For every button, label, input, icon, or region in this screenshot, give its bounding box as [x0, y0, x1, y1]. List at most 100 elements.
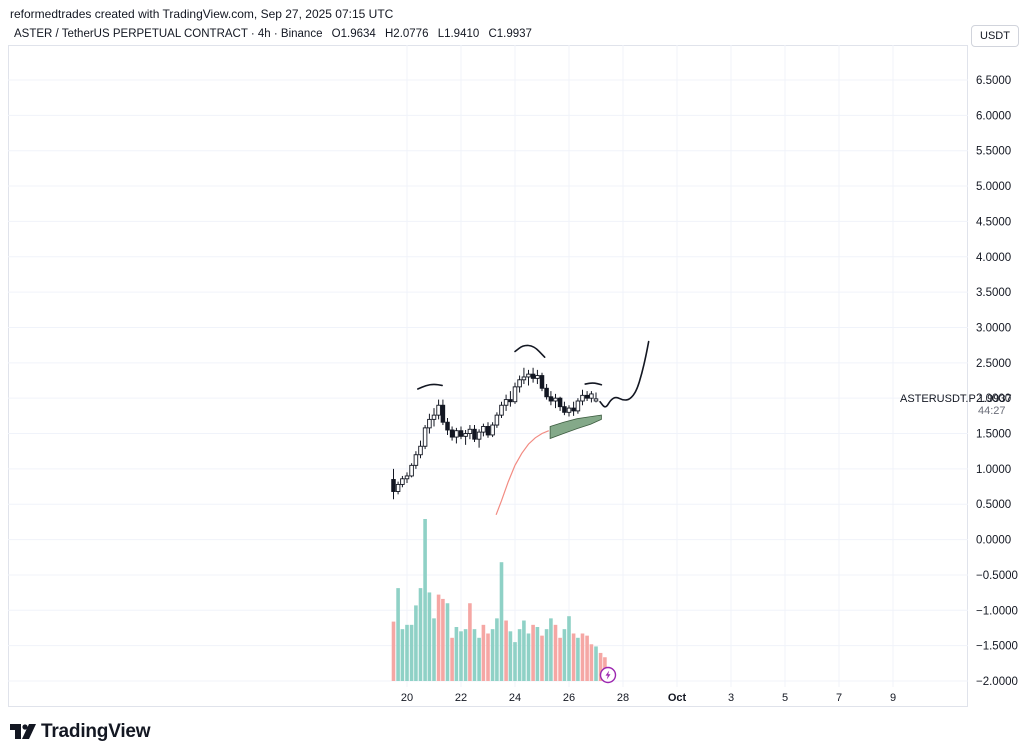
- candle-body: [476, 431, 482, 440]
- candle-body: [589, 393, 594, 399]
- candle-body: [535, 375, 540, 379]
- candle-body: [422, 427, 428, 447]
- currency-selector[interactable]: USDT: [971, 25, 1019, 47]
- candle-body: [391, 479, 396, 492]
- volume-bar: [463, 629, 468, 681]
- price-tick-label: −1.0000: [976, 605, 1018, 617]
- volume-bar: [589, 644, 594, 681]
- alert-icon[interactable]: [599, 666, 617, 684]
- volume-bar: [414, 605, 418, 681]
- candle-body: [566, 407, 572, 413]
- time-tick-label: 22: [455, 692, 467, 704]
- price-tick-label: 0.5000: [976, 499, 1011, 511]
- price-tick-label: −2.0000: [976, 676, 1018, 688]
- candle-body: [508, 399, 513, 403]
- price-tick-label: 2.5000: [976, 358, 1011, 370]
- time-tick-label: 7: [836, 692, 842, 704]
- support-zone: [549, 414, 602, 440]
- projection-drawing: [599, 340, 650, 408]
- volume-bar: [405, 624, 409, 681]
- candle-body: [517, 379, 522, 388]
- candle-body: [409, 464, 414, 477]
- moving-average-line: [495, 430, 550, 516]
- candle-body: [395, 483, 401, 492]
- volume-bar: [427, 592, 432, 681]
- volume-bar: [450, 637, 454, 681]
- volume-bar: [445, 603, 450, 681]
- volume-bar: [477, 637, 481, 681]
- volume-bar: [535, 627, 540, 681]
- candle-body: [445, 421, 450, 431]
- candle-body: [427, 418, 432, 429]
- price-tick-label: −0.5000: [976, 570, 1018, 582]
- candle-body: [499, 404, 504, 416]
- low-value: L1.9410: [437, 28, 480, 40]
- drawings: [417, 340, 650, 408]
- candle-body: [548, 396, 554, 402]
- candle-body: [436, 404, 441, 416]
- volume-bar: [504, 620, 508, 681]
- price-tick-label: 6.5000: [976, 75, 1011, 87]
- volume-bar: [436, 594, 441, 681]
- candle-body: [571, 407, 576, 412]
- volume-bar: [585, 635, 589, 681]
- price-tick-label: 4.5000: [976, 216, 1011, 228]
- candles: [391, 367, 599, 500]
- candle-body: [481, 426, 486, 433]
- candle-body: [562, 406, 567, 413]
- candle-body: [494, 414, 500, 426]
- candle-body: [584, 394, 590, 399]
- candle-body: [490, 424, 495, 436]
- price-tick-label: 5.5000: [976, 146, 1011, 158]
- candle-body: [449, 429, 455, 438]
- volume-bar: [544, 629, 549, 681]
- time-tick-label: 9: [890, 692, 896, 704]
- volume-bar: [499, 562, 504, 681]
- candle-body: [503, 399, 509, 406]
- volume-bar: [454, 627, 459, 681]
- time-tick-label: 5: [782, 692, 788, 704]
- volume-bar: [486, 633, 490, 681]
- volume-bar: [481, 624, 486, 681]
- volume-bar: [418, 588, 423, 681]
- price-tick-label: 6.0000: [976, 110, 1011, 122]
- chart-pane[interactable]: [8, 45, 968, 707]
- last-price-symbol: ASTERUSDT.P: [900, 393, 976, 405]
- candle-body: [472, 428, 477, 440]
- open-value: O1.9634: [331, 28, 376, 40]
- volume-bar: [540, 635, 544, 681]
- bar-countdown: 44:27: [978, 405, 1006, 417]
- price-tick-label: 2.0000: [976, 393, 1011, 405]
- volume-bar: [490, 629, 495, 681]
- price-tick-label: 3.0000: [976, 322, 1011, 334]
- candle-body: [418, 445, 423, 456]
- volume-bar: [432, 618, 436, 681]
- volume-bar: [562, 629, 567, 681]
- volume-bar: [508, 631, 513, 681]
- volume-bar: [558, 637, 562, 681]
- tradingview-brand[interactable]: TradingView: [10, 720, 151, 744]
- right-shoulder-drawing: [584, 382, 603, 386]
- symbol-name: ASTER / TetherUS PERPETUAL CONTRACT · 4h…: [14, 28, 323, 40]
- volume-bar: [517, 629, 522, 681]
- candle-body: [553, 397, 558, 402]
- candle-body: [580, 394, 585, 402]
- chart-credit: reformedtrades created with TradingView.…: [10, 7, 394, 21]
- head-drawing: [514, 344, 546, 358]
- volume-bar: [576, 637, 580, 681]
- volume-bar: [472, 629, 477, 681]
- volume-bar: [594, 646, 598, 681]
- candle-body: [458, 430, 464, 437]
- time-tick-label: 24: [509, 692, 521, 704]
- candle-body: [521, 376, 527, 381]
- candle-body: [454, 430, 459, 438]
- grid-lines: [8, 45, 968, 687]
- volume-bar: [409, 624, 414, 681]
- candle-body: [557, 397, 563, 408]
- volume-bar: [459, 631, 463, 681]
- volume-bar: [513, 642, 517, 681]
- volume-bar: [400, 629, 405, 681]
- close-value: C1.9937: [488, 28, 532, 40]
- moving-average: [495, 430, 550, 516]
